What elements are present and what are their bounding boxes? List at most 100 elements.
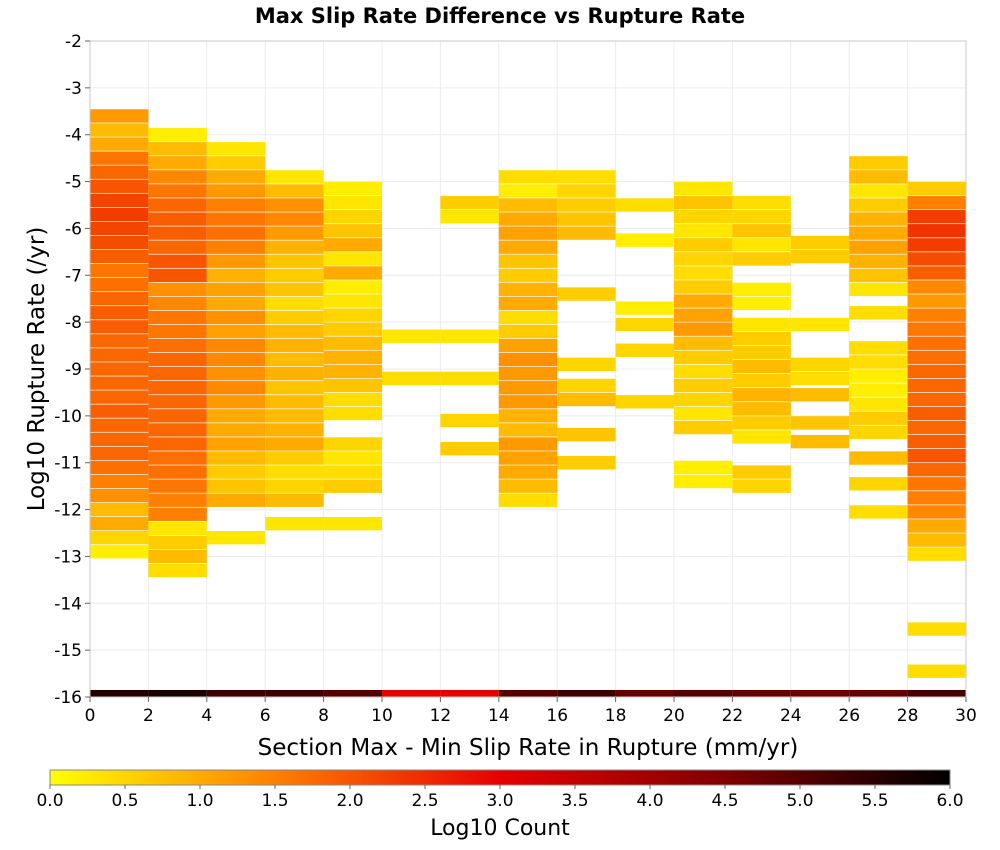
heatmap-cell — [206, 479, 266, 493]
heatmap-cell — [90, 488, 149, 503]
heatmap-cell — [498, 226, 558, 240]
heatmap-cell — [382, 329, 441, 343]
heatmap-cell — [732, 345, 791, 360]
heatmap-cell — [907, 322, 966, 336]
heatmap-cell — [206, 324, 266, 339]
heatmap-cell — [849, 341, 908, 355]
heatmap-cell — [206, 395, 266, 409]
heatmap-cell — [498, 282, 558, 297]
heatmap-cell — [148, 549, 207, 564]
colorbar-tick-label: 6.0 — [936, 791, 963, 811]
heatmap-cell — [206, 465, 266, 479]
heatmap-cell — [90, 460, 149, 475]
heatmap-cell — [323, 322, 382, 336]
heatmap-cell — [849, 383, 908, 397]
heatmap-cell — [323, 392, 382, 407]
heatmap-cell — [557, 392, 616, 407]
heatmap-cell — [265, 689, 324, 697]
heatmap-cell — [90, 151, 149, 165]
heatmap-cell — [206, 170, 266, 184]
y-tick-label: -10 — [54, 407, 82, 427]
heatmap-cell — [498, 423, 558, 437]
heatmap-cell — [323, 350, 382, 364]
heatmap-cell — [265, 366, 324, 381]
heatmap-cell — [907, 477, 966, 491]
x-tick-label: 6 — [260, 706, 271, 726]
heatmap-cell — [907, 181, 966, 196]
heatmap-cell — [440, 210, 499, 224]
y-tick-label: -15 — [54, 641, 82, 661]
heatmap-cell — [265, 437, 324, 451]
colorbar-ticks: 0.0 0.5 1.0 1.5 2.0 2.5 3.0 3.5 4.0 4.5 5.0 5.5 6.0 — [36, 785, 964, 811]
heatmap-cell — [849, 240, 908, 254]
colorbar-tick-label: 4.0 — [636, 791, 663, 811]
heatmap-cell — [615, 343, 674, 357]
heatmap-cell — [148, 268, 207, 282]
colorbar-tick-label: 2.0 — [336, 791, 363, 811]
heatmap-cell — [674, 308, 733, 322]
heatmap-cell — [615, 395, 674, 409]
heatmap-cell — [90, 432, 149, 446]
heatmap-cell — [849, 505, 908, 519]
heatmap-cell — [674, 460, 733, 475]
heatmap-cell — [849, 411, 908, 425]
heatmap-cell — [206, 240, 266, 254]
heatmap-cell — [907, 689, 966, 697]
heatmap-cell — [498, 479, 558, 493]
heatmap-cell — [265, 296, 324, 311]
heatmap-cell — [849, 212, 908, 226]
x-tick-label: 30 — [955, 706, 977, 726]
heatmap-cell — [323, 451, 382, 465]
heatmap-cell — [732, 430, 791, 444]
heatmap-cell — [615, 301, 674, 315]
heatmap-cell — [90, 530, 149, 545]
heatmap-cell — [849, 425, 908, 439]
heatmap-cell — [265, 381, 324, 395]
heatmap-cell — [206, 198, 266, 212]
heatmap-cell — [732, 282, 791, 297]
heatmap-cell — [148, 170, 207, 184]
heatmap-cell — [498, 493, 558, 507]
y-tick-label: -9 — [65, 360, 82, 380]
heatmap-cell — [265, 451, 324, 465]
heatmap-cell — [90, 306, 149, 320]
chart-title: Max Slip Rate Difference vs Rupture Rate — [255, 4, 745, 28]
heatmap-cell — [90, 502, 149, 517]
heatmap-cell — [907, 392, 966, 407]
y-tick-label: -16 — [54, 688, 82, 708]
heatmap-cell — [206, 437, 266, 451]
heatmap-cell — [907, 195, 966, 210]
y-axis-ticks: -2 -3 -4 -5 -6 -7 -8 -9 -10 -11 -12 -13 -14 -15 -16 — [54, 32, 90, 708]
heatmap-cell — [323, 364, 382, 379]
colorbar-tick-label: 5.0 — [786, 791, 813, 811]
heatmap-cell — [907, 463, 966, 477]
heatmap-cell — [557, 198, 616, 212]
heatmap-cell — [148, 689, 207, 697]
x-tick-label: 26 — [838, 706, 860, 726]
heatmap-cell — [498, 381, 558, 395]
heatmap-cell — [440, 195, 499, 210]
heatmap-cell — [90, 689, 149, 697]
heatmap-cell — [148, 395, 207, 409]
y-tick-label: -14 — [54, 594, 82, 614]
heatmap-cell — [90, 263, 149, 278]
colorbar-tick-label: 5.5 — [861, 791, 888, 811]
heatmap-cell — [265, 170, 324, 184]
heatmap-cell — [148, 535, 207, 550]
heatmap-cell — [732, 479, 791, 493]
heatmap-cell — [265, 493, 324, 507]
x-tick-label: 8 — [318, 706, 329, 726]
heatmap-cell — [849, 282, 908, 297]
x-axis-ticks: 0 2 4 6 8 10 12 14 16 18 20 22 24 26 28 30 — [85, 697, 977, 726]
heatmap-cell — [90, 179, 149, 193]
heatmap-cell — [265, 395, 324, 409]
colorbar — [49, 769, 951, 786]
heatmap-cell — [674, 689, 733, 697]
heatmap-cell — [498, 451, 558, 465]
heatmap-cell — [498, 296, 558, 311]
heatmap-cell — [674, 238, 733, 252]
heatmap-cell — [323, 210, 382, 224]
heatmap-cell — [206, 310, 266, 325]
heatmap-cell — [498, 324, 558, 339]
